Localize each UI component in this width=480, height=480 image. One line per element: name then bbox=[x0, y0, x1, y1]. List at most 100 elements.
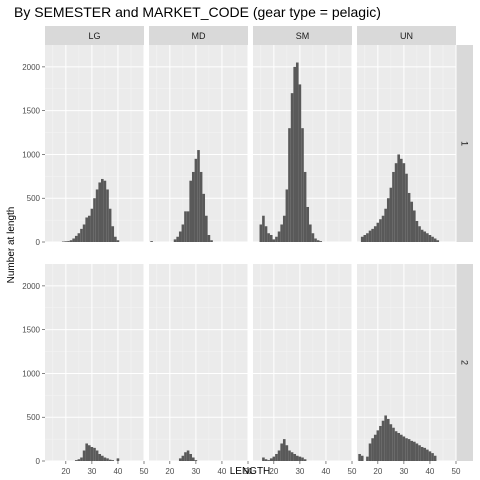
histogram-bar bbox=[87, 215, 91, 242]
column-strip-LG bbox=[45, 26, 144, 45]
histogram-bar bbox=[178, 231, 182, 242]
histogram-bar bbox=[371, 438, 374, 461]
histogram-bar bbox=[111, 460, 115, 461]
histogram-bar bbox=[358, 453, 361, 461]
histogram-bar bbox=[285, 445, 289, 461]
histogram-bar bbox=[194, 158, 198, 242]
histogram-bar bbox=[277, 231, 281, 242]
histogram-bar bbox=[426, 233, 429, 242]
panels-layer: LG MD SM UN12050010001500200005001000150020… bbox=[22, 26, 473, 476]
histogram-bar bbox=[420, 446, 424, 461]
y-tick-label: 0 bbox=[36, 457, 41, 466]
histogram-bar bbox=[376, 430, 380, 461]
histogram-bar bbox=[399, 158, 403, 242]
histogram-bar bbox=[319, 241, 323, 242]
histogram-bar bbox=[381, 215, 385, 242]
histogram-bar bbox=[272, 239, 276, 242]
histogram-bar bbox=[189, 453, 192, 461]
histogram-bar bbox=[85, 217, 88, 242]
histogram-bar bbox=[74, 460, 78, 461]
x-axis-label: LENGTH bbox=[230, 466, 271, 477]
histogram-bar bbox=[184, 211, 187, 242]
panel-2-SM bbox=[253, 264, 353, 462]
histogram-bar bbox=[282, 439, 286, 461]
histogram-bar bbox=[186, 211, 190, 242]
histogram-bar bbox=[207, 234, 211, 242]
histogram-bar bbox=[267, 460, 270, 461]
histogram-bar bbox=[363, 234, 367, 242]
panel-1-LG bbox=[45, 45, 145, 243]
histogram-bar bbox=[116, 240, 120, 242]
histogram-bar bbox=[405, 438, 408, 461]
y-tick-label: 1000 bbox=[22, 369, 40, 378]
histogram-bar bbox=[93, 447, 96, 461]
histogram-bar bbox=[101, 455, 104, 461]
row-strip-2 bbox=[456, 264, 473, 461]
histogram-bar bbox=[186, 450, 190, 461]
x-tick-label: 20 bbox=[61, 467, 70, 476]
histogram-bar bbox=[314, 238, 317, 242]
histogram-bar bbox=[373, 226, 377, 242]
y-tick-label: 0 bbox=[36, 238, 41, 247]
histogram-bar bbox=[111, 226, 115, 242]
x-tick-label: 20 bbox=[373, 467, 382, 476]
histogram-bar bbox=[82, 450, 86, 461]
histogram-bar bbox=[366, 233, 369, 242]
histogram-bar bbox=[426, 449, 429, 461]
histogram-bar bbox=[282, 215, 286, 242]
histogram-bar bbox=[80, 457, 83, 461]
panel-2-UN bbox=[357, 264, 457, 462]
histogram-bar bbox=[74, 235, 78, 242]
row-strip-1 bbox=[456, 45, 473, 242]
x-tick-label: 50 bbox=[452, 467, 461, 476]
x-tick-label: 50 bbox=[140, 467, 149, 476]
histogram-bar bbox=[413, 210, 416, 242]
histogram-bar bbox=[397, 154, 400, 242]
histogram-bar bbox=[431, 236, 434, 242]
histogram-bar bbox=[407, 439, 411, 461]
histogram-bar bbox=[413, 441, 416, 461]
column-strip-UN bbox=[357, 26, 456, 45]
histogram-bar bbox=[288, 450, 291, 461]
histogram-bar bbox=[275, 453, 278, 461]
x-tick-label: 40 bbox=[321, 467, 330, 476]
histogram-bar bbox=[381, 420, 385, 461]
y-tick-label: 2000 bbox=[22, 282, 40, 291]
histogram-bar bbox=[394, 163, 398, 242]
panel-2-LG bbox=[45, 264, 145, 462]
column-strip-label: LG bbox=[88, 31, 100, 41]
histogram-bar bbox=[436, 240, 440, 242]
x-tick-label: 30 bbox=[399, 467, 408, 476]
histogram-bar bbox=[264, 459, 268, 461]
histogram-bar bbox=[389, 424, 393, 461]
x-tick-label: 30 bbox=[87, 467, 96, 476]
histogram-bar bbox=[108, 459, 112, 461]
column-strip-label: UN bbox=[400, 31, 413, 41]
row-strip-label: 1 bbox=[460, 141, 470, 146]
histogram-bar bbox=[95, 189, 99, 242]
histogram-bar bbox=[384, 208, 387, 242]
x-tick-label: 40 bbox=[425, 467, 434, 476]
histogram-bar bbox=[103, 457, 107, 461]
histogram-bar bbox=[280, 224, 283, 242]
histogram-bar bbox=[191, 171, 195, 242]
histogram-bar bbox=[394, 431, 398, 461]
histogram-bar bbox=[98, 453, 102, 461]
histogram-bar bbox=[316, 240, 320, 242]
histogram-bar bbox=[293, 453, 296, 461]
histogram-bar bbox=[181, 455, 185, 461]
histogram-bar bbox=[178, 458, 182, 461]
histogram-bar bbox=[103, 180, 107, 242]
x-tick-label: 20 bbox=[269, 467, 278, 476]
histogram-bar bbox=[431, 453, 434, 461]
histogram-bar bbox=[295, 455, 299, 461]
histogram-bar bbox=[116, 458, 120, 461]
histogram-bar bbox=[298, 456, 302, 461]
histogram-bar bbox=[384, 415, 387, 461]
histogram-bar bbox=[397, 432, 400, 461]
histogram-bar bbox=[415, 443, 419, 461]
histogram-bar bbox=[90, 446, 94, 461]
histogram-bar bbox=[181, 224, 185, 242]
panel-background bbox=[253, 264, 352, 461]
